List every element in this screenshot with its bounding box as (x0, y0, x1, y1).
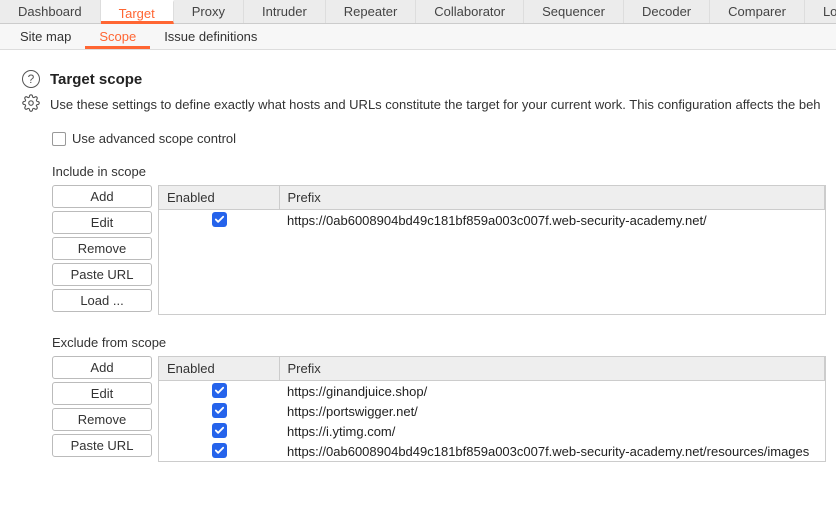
exclude-add-button[interactable]: Add (52, 356, 152, 379)
include-remove-button[interactable]: Remove (52, 237, 152, 260)
row-enabled-checkbox[interactable] (212, 403, 227, 418)
exclude-table-wrap: Enabled Prefix https://ginandjuice.shop/… (158, 356, 826, 462)
tab-dashboard[interactable]: Dashboard (0, 0, 101, 23)
help-icon[interactable]: ? (22, 70, 40, 88)
include-table-wrap: Enabled Prefix https://0ab6008904bd49c18… (158, 185, 826, 315)
exclude-row-prefix: https://0ab6008904bd49c181bf859a003c007f… (279, 441, 825, 461)
exclude-section-label: Exclude from scope (52, 335, 826, 350)
content-area: ? Target scope Use these settings to def… (0, 50, 836, 492)
exclude-paste-url-button[interactable]: Paste URL (52, 434, 152, 457)
exclude-row-enabled[interactable] (159, 401, 279, 421)
tab-collaborator[interactable]: Collaborator (416, 0, 524, 23)
include-paste-url-button[interactable]: Paste URL (52, 263, 152, 286)
exclude-block: Add Edit Remove Paste URL Enabled Prefix ht… (52, 356, 826, 462)
exclude-row-enabled[interactable] (159, 441, 279, 461)
tab-logger[interactable]: Logger (805, 0, 836, 23)
exclude-edit-button[interactable]: Edit (52, 382, 152, 405)
exclude-row-enabled[interactable] (159, 421, 279, 441)
sub-tabbar: Site mapScopeIssue definitions (0, 24, 836, 50)
include-col-enabled[interactable]: Enabled (159, 186, 279, 210)
exclude-button-column: Add Edit Remove Paste URL (52, 356, 152, 462)
include-col-prefix[interactable]: Prefix (279, 186, 825, 210)
tab-decoder[interactable]: Decoder (624, 0, 710, 23)
include-row-enabled[interactable] (159, 210, 279, 231)
subtab-site-map[interactable]: Site map (6, 24, 85, 49)
main-tabbar: DashboardTargetProxyIntruderRepeaterColl… (0, 0, 836, 24)
row-enabled-checkbox[interactable] (212, 212, 227, 227)
subtab-scope[interactable]: Scope (85, 24, 150, 49)
exclude-row-prefix: https://ginandjuice.shop/ (279, 381, 825, 402)
table-row[interactable]: https://0ab6008904bd49c181bf859a003c007f… (159, 210, 825, 231)
table-row[interactable]: https://i.ytimg.com/ (159, 421, 825, 441)
include-add-button[interactable]: Add (52, 185, 152, 208)
subtab-issue-definitions[interactable]: Issue definitions (150, 24, 271, 49)
exclude-row-prefix: https://portswigger.net/ (279, 401, 825, 421)
exclude-row-prefix: https://i.ytimg.com/ (279, 421, 825, 441)
advanced-scope-label: Use advanced scope control (72, 131, 236, 146)
include-table: Enabled Prefix https://0ab6008904bd49c18… (159, 186, 825, 230)
advanced-scope-checkbox[interactable] (52, 132, 66, 146)
row-enabled-checkbox[interactable] (212, 443, 227, 458)
exclude-col-enabled[interactable]: Enabled (159, 357, 279, 381)
tab-intruder[interactable]: Intruder (244, 0, 326, 23)
row-enabled-checkbox[interactable] (212, 383, 227, 398)
table-row[interactable]: https://ginandjuice.shop/ (159, 381, 825, 402)
tab-repeater[interactable]: Repeater (326, 0, 416, 23)
tab-sequencer[interactable]: Sequencer (524, 0, 624, 23)
exclude-table: Enabled Prefix https://ginandjuice.shop/… (159, 357, 825, 461)
include-block: Add Edit Remove Paste URL Load ... Enabled P… (52, 185, 826, 315)
include-section-label: Include in scope (52, 164, 826, 179)
include-load-button[interactable]: Load ... (52, 289, 152, 312)
table-row[interactable]: https://portswigger.net/ (159, 401, 825, 421)
tab-proxy[interactable]: Proxy (174, 0, 244, 23)
page-description: Use these settings to define exactly wha… (50, 97, 821, 112)
exclude-col-prefix[interactable]: Prefix (279, 357, 825, 381)
exclude-row-enabled[interactable] (159, 381, 279, 402)
tab-comparer[interactable]: Comparer (710, 0, 805, 23)
exclude-remove-button[interactable]: Remove (52, 408, 152, 431)
gear-icon[interactable] (22, 94, 40, 115)
include-row-prefix: https://0ab6008904bd49c181bf859a003c007f… (279, 210, 825, 231)
table-row[interactable]: https://0ab6008904bd49c181bf859a003c007f… (159, 441, 825, 461)
include-edit-button[interactable]: Edit (52, 211, 152, 234)
row-enabled-checkbox[interactable] (212, 423, 227, 438)
include-button-column: Add Edit Remove Paste URL Load ... (52, 185, 152, 315)
page-title: Target scope (50, 71, 142, 88)
tab-target[interactable]: Target (101, 0, 174, 24)
